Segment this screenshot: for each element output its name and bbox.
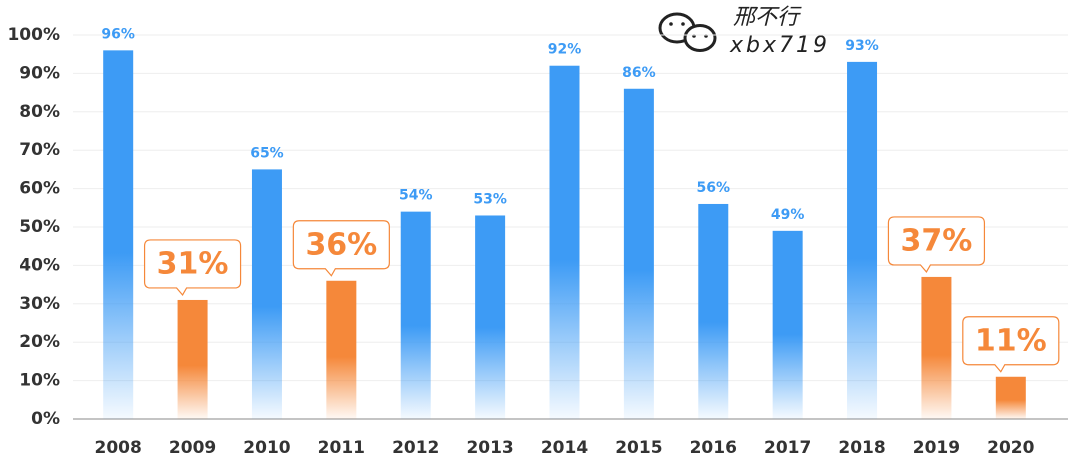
y-tick-label: 20% — [19, 332, 60, 352]
bar — [475, 215, 506, 419]
bar — [326, 280, 357, 419]
watermark-name: 邢不行 — [733, 5, 802, 30]
x-tick-label: 2014 — [541, 438, 588, 458]
bar — [103, 50, 134, 420]
y-tick-label: 50% — [19, 217, 60, 237]
y-tick-label: 80% — [19, 102, 60, 122]
x-tick-label: 2013 — [466, 438, 513, 458]
x-tick-label: 2010 — [243, 438, 290, 458]
watermark-id: xbx719 — [729, 33, 830, 58]
y-tick-label: 40% — [19, 255, 60, 275]
value-label: 86% — [622, 65, 656, 81]
x-tick-label: 2018 — [838, 438, 885, 458]
bar — [623, 88, 654, 419]
callout-box — [887, 216, 986, 273]
x-tick-label: 2012 — [392, 438, 439, 458]
x-tick-label: 2008 — [95, 438, 142, 458]
value-label: 31% — [157, 246, 229, 281]
bar — [772, 230, 803, 419]
bar — [995, 376, 1026, 419]
value-label: 53% — [473, 191, 507, 207]
value-label: 37% — [901, 223, 973, 258]
value-label: 56% — [697, 180, 731, 196]
bar — [549, 65, 580, 419]
x-tick-label: 2009 — [169, 438, 216, 458]
y-tick-label: 30% — [19, 294, 60, 314]
x-tick-label: 2015 — [615, 438, 662, 458]
y-tick-label: 90% — [19, 63, 60, 83]
value-label: 92% — [548, 42, 582, 58]
value-label: 54% — [399, 188, 433, 204]
value-label: 49% — [771, 207, 805, 223]
watermark-icon — [658, 12, 717, 52]
value-label: 36% — [305, 227, 377, 262]
x-tick-label: 2019 — [913, 438, 960, 458]
x-tick-label: 2017 — [764, 438, 811, 458]
callout-box — [292, 220, 390, 277]
x-tick-label: 2016 — [690, 438, 737, 458]
y-tick-label: 60% — [19, 179, 60, 199]
bar — [251, 169, 282, 419]
bar — [400, 211, 431, 419]
y-tick-label: 0% — [31, 409, 60, 429]
callout-box — [143, 239, 242, 296]
y-tick-label: 100% — [7, 25, 60, 45]
x-tick-label: 2011 — [318, 438, 365, 458]
value-label: 93% — [845, 38, 879, 54]
y-tick-label: 10% — [19, 371, 60, 391]
bar — [698, 203, 729, 419]
bar — [847, 61, 878, 419]
value-label: 11% — [975, 323, 1047, 358]
x-tick-label: 2020 — [987, 438, 1034, 458]
value-label: 65% — [250, 145, 284, 161]
bar — [177, 299, 208, 419]
y-tick-label: 70% — [19, 140, 60, 160]
bar — [921, 276, 952, 419]
value-label: 96% — [101, 26, 135, 42]
callout-box — [962, 316, 1060, 373]
